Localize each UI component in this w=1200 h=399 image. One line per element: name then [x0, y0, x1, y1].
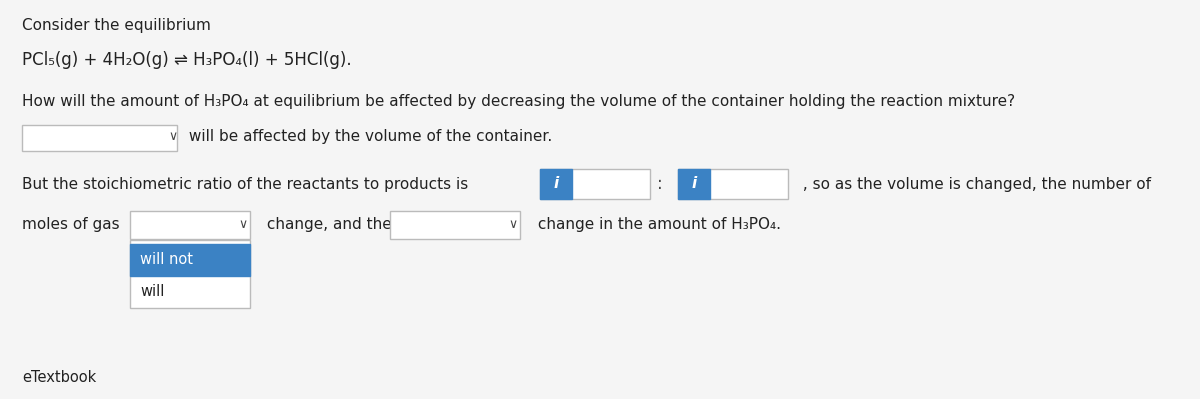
Text: i: i	[553, 176, 559, 192]
Text: change in the amount of H₃PO₄.: change in the amount of H₃PO₄.	[533, 217, 781, 231]
FancyBboxPatch shape	[390, 211, 520, 239]
Text: How will the amount of H₃PO₄ at equilibrium be affected by decreasing the volume: How will the amount of H₃PO₄ at equilibr…	[22, 94, 1015, 109]
Text: i: i	[691, 176, 697, 192]
FancyBboxPatch shape	[678, 169, 788, 199]
Text: Consider the equilibrium: Consider the equilibrium	[22, 18, 211, 33]
Text: will: will	[140, 284, 164, 300]
Text: :: :	[658, 175, 662, 193]
Text: will be affected by the volume of the container.: will be affected by the volume of the co…	[184, 130, 552, 144]
Text: ∨: ∨	[168, 130, 178, 144]
FancyBboxPatch shape	[540, 169, 650, 199]
FancyBboxPatch shape	[0, 357, 1200, 399]
Text: change, and there: change, and there	[262, 217, 407, 231]
Text: eTextbook: eTextbook	[22, 371, 96, 385]
Text: ∨: ∨	[508, 217, 517, 231]
Text: will not: will not	[140, 253, 193, 267]
Text: But the stoichiometric ratio of the reactants to products is: But the stoichiometric ratio of the reac…	[22, 176, 473, 192]
FancyBboxPatch shape	[22, 125, 178, 151]
Text: ∨: ∨	[238, 217, 247, 231]
Text: , so as the volume is changed, the number of: , so as the volume is changed, the numbe…	[798, 176, 1151, 192]
FancyBboxPatch shape	[130, 244, 250, 276]
Text: PCl₅(g) + 4H₂O(g) ⇌ H₃PO₄(l) + 5HCl(g).: PCl₅(g) + 4H₂O(g) ⇌ H₃PO₄(l) + 5HCl(g).	[22, 51, 352, 69]
FancyBboxPatch shape	[130, 211, 250, 239]
FancyBboxPatch shape	[130, 240, 250, 308]
Text: moles of gas: moles of gas	[22, 217, 120, 231]
FancyBboxPatch shape	[678, 169, 710, 199]
FancyBboxPatch shape	[540, 169, 572, 199]
